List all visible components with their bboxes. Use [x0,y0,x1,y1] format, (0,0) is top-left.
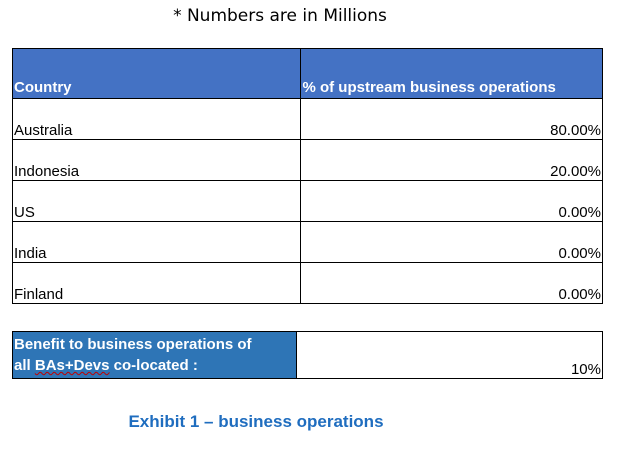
benefit-label-line1: Benefit to business operations of [14,336,252,353]
benefit-table: Benefit to business operations of all BA… [12,331,603,379]
benefit-label: Benefit to business operations of all BA… [12,331,297,379]
header-percent: % of upstream business operations [300,48,603,99]
benefit-value: 10% [296,331,603,379]
cell-percent: 80.00% [300,98,603,140]
table-row: Australia 80.00% [11,98,603,140]
table-row: India 0.00% [11,221,603,263]
cell-country: Indonesia [11,139,302,181]
table-row: Indonesia 20.00% [11,139,603,181]
millions-note: * Numbers are in Millions [173,6,387,26]
table-header-row: Country % of upstream business operation… [11,48,603,99]
benefit-row: Benefit to business operations of all BA… [12,331,603,379]
cell-percent: 0.00% [300,180,603,222]
cell-country: Finland [11,262,302,304]
cell-country: US [11,180,302,222]
table-row: US 0.00% [11,180,603,222]
cell-percent: 0.00% [300,262,603,304]
benefit-label-line2-word: BAs+Devs [34,357,110,374]
operations-table: Country % of upstream business operation… [11,48,603,304]
cell-country: India [11,221,302,263]
cell-percent: 0.00% [300,221,603,263]
table-row: Finland 0.00% [11,262,603,304]
cell-country: Australia [11,98,302,140]
benefit-label-line2-prefix: all [14,357,35,374]
cell-percent: 20.00% [300,139,603,181]
benefit-label-line2-suffix: co-located : [109,357,198,374]
header-country: Country [11,48,302,99]
exhibit-caption: Exhibit 1 – business operations [128,412,384,431]
